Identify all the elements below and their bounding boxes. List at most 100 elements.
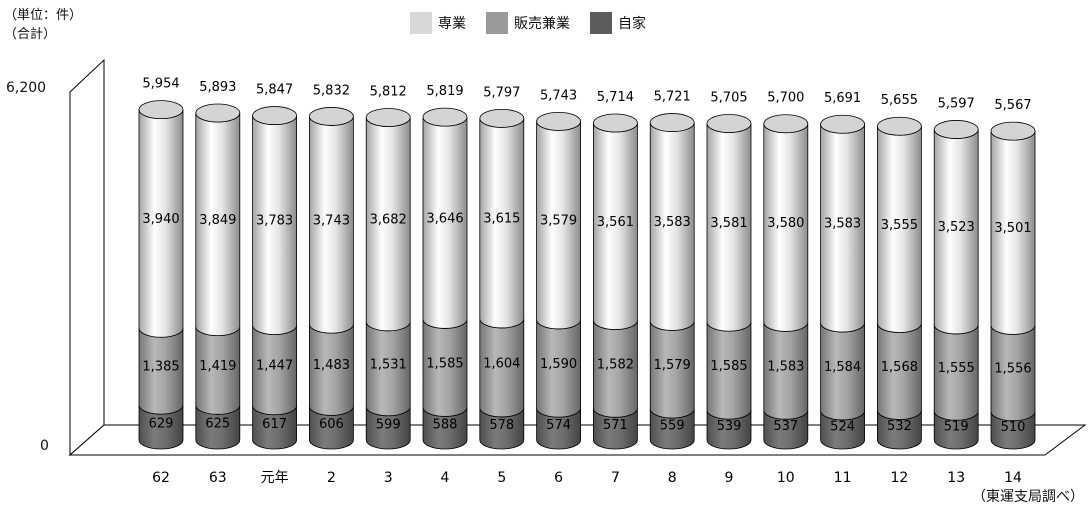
x-tick-label-63: 63 <box>209 470 227 486</box>
data-label-2-s2: 3,743 <box>313 213 350 228</box>
bar-top-cap-9 <box>706 114 752 133</box>
total-label-9: 5,705 <box>710 90 747 105</box>
data-label-11-s0: 524 <box>830 419 855 434</box>
data-label-12-s2: 3,555 <box>881 218 918 233</box>
data-label-元年-s1: 1,447 <box>256 359 293 374</box>
bar-top-cap-6 <box>536 111 581 131</box>
legend-label-jika: 自家 <box>618 16 646 32</box>
bar-top-cap-3 <box>365 108 411 127</box>
bar-top-cap-10 <box>763 114 809 134</box>
data-label-4-s0: 588 <box>433 418 458 433</box>
data-label-5-s1: 1,604 <box>483 356 520 371</box>
data-label-63-s1: 1,419 <box>199 359 236 374</box>
data-label-4-s1: 1,585 <box>426 356 463 371</box>
legend-swatch-senyo <box>410 12 432 34</box>
legend-item-hanbai: 販売兼業 <box>486 12 570 34</box>
bar-top-cap-2 <box>308 107 354 126</box>
data-label-10-s0: 537 <box>773 419 798 434</box>
data-label-2-s0: 606 <box>319 417 344 432</box>
data-label-14-s0: 510 <box>1001 420 1026 435</box>
data-label-63-s2: 3,849 <box>199 213 236 228</box>
x-tick-label-7: 7 <box>611 470 620 486</box>
data-label-12-s1: 1,568 <box>881 360 918 375</box>
data-label-13-s1: 1,555 <box>938 361 975 376</box>
data-label-63-s0: 625 <box>205 417 230 432</box>
data-label-12-s0: 532 <box>887 419 912 434</box>
bar-top-cap-11 <box>820 114 865 134</box>
data-label-4-s2: 3,646 <box>426 211 463 226</box>
data-label-10-s1: 1,583 <box>767 359 804 374</box>
data-label-3-s2: 3,682 <box>370 213 407 228</box>
data-label-9-s0: 539 <box>717 419 742 434</box>
x-tick-label-10: 10 <box>777 470 795 486</box>
data-label-8-s1: 1,579 <box>654 358 691 373</box>
y-tick-label-zero: 0 <box>40 438 49 454</box>
legend-item-jika: 自家 <box>590 12 646 34</box>
data-label-8-s0: 559 <box>660 418 685 433</box>
total-label-4: 5,819 <box>426 84 463 99</box>
x-tick-label-元年: 元年 <box>261 470 289 486</box>
x-tick-label-12: 12 <box>890 470 908 486</box>
bar-top-cap-13 <box>933 120 979 139</box>
x-tick-label-6: 6 <box>554 470 563 486</box>
data-label-13-s0: 519 <box>944 420 969 435</box>
y-tick-label-max: 6,200 <box>6 80 47 96</box>
data-label-11-s2: 3,583 <box>824 217 861 232</box>
bar-top-cap-元年 <box>252 106 298 125</box>
data-label-元年-s0: 617 <box>262 417 287 432</box>
x-tick-label-4: 4 <box>441 470 450 486</box>
data-label-6-s2: 3,579 <box>540 214 577 229</box>
data-label-元年-s2: 3,783 <box>256 214 293 229</box>
total-label-12: 5,655 <box>881 93 918 108</box>
total-label-10: 5,700 <box>767 91 804 106</box>
back-wall <box>69 58 105 457</box>
data-label-11-s1: 1,584 <box>824 360 861 375</box>
total-label-5: 5,797 <box>483 85 520 100</box>
data-label-7-s0: 571 <box>603 418 628 433</box>
chart-legend: 専業 販売兼業 自家 <box>410 12 646 34</box>
bar-top-cap-7 <box>593 113 638 133</box>
data-label-9-s1: 1,585 <box>710 359 747 374</box>
legend-label-hanbai: 販売兼業 <box>514 16 570 32</box>
x-tick-label-13: 13 <box>947 470 965 486</box>
legend-label-senyo: 専業 <box>438 16 466 32</box>
data-label-2-s1: 1,483 <box>313 358 350 373</box>
x-tick-label-9: 9 <box>725 470 734 486</box>
data-label-62-s0: 629 <box>149 417 174 432</box>
bar-top-cap-8 <box>649 113 695 132</box>
total-label-3: 5,812 <box>370 85 407 100</box>
x-tick-label-2: 2 <box>327 470 336 486</box>
data-label-6-s1: 1,590 <box>540 357 577 372</box>
total-label-8: 5,721 <box>654 90 691 105</box>
data-label-6-s0: 574 <box>546 418 571 433</box>
data-label-9-s2: 3,581 <box>710 216 747 231</box>
total-label: （合計） <box>4 27 57 42</box>
data-label-8-s2: 3,583 <box>654 215 691 230</box>
data-label-62-s1: 1,385 <box>142 360 179 375</box>
source-note: （東運支局調べ） <box>972 489 1084 505</box>
data-label-5-s2: 3,615 <box>483 212 520 227</box>
bar-top-cap-63 <box>195 103 241 123</box>
data-label-3-s1: 1,531 <box>370 357 407 372</box>
bar-top-cap-62 <box>138 100 184 120</box>
total-label-63: 5,893 <box>199 80 236 95</box>
total-label-6: 5,743 <box>540 88 577 103</box>
total-label-62: 5,954 <box>142 77 179 92</box>
data-label-62-s2: 3,940 <box>142 212 179 227</box>
legend-item-senyo: 専業 <box>410 12 466 34</box>
bar-top-cap-5 <box>479 108 525 128</box>
data-label-5-s0: 578 <box>489 418 514 433</box>
legend-swatch-jika <box>590 12 612 34</box>
data-label-7-s1: 1,582 <box>597 357 634 372</box>
x-tick-label-5: 5 <box>497 470 506 486</box>
x-tick-label-11: 11 <box>834 470 852 486</box>
data-label-10-s2: 3,580 <box>767 216 804 231</box>
unit-label: （単位：件） <box>4 8 83 23</box>
bar-top-cap-12 <box>877 116 922 136</box>
total-label-2: 5,832 <box>313 83 350 98</box>
x-tick-label-8: 8 <box>668 470 677 486</box>
total-label-元年: 5,847 <box>256 83 293 98</box>
x-tick-label-3: 3 <box>384 470 393 486</box>
total-label-13: 5,597 <box>938 96 975 111</box>
